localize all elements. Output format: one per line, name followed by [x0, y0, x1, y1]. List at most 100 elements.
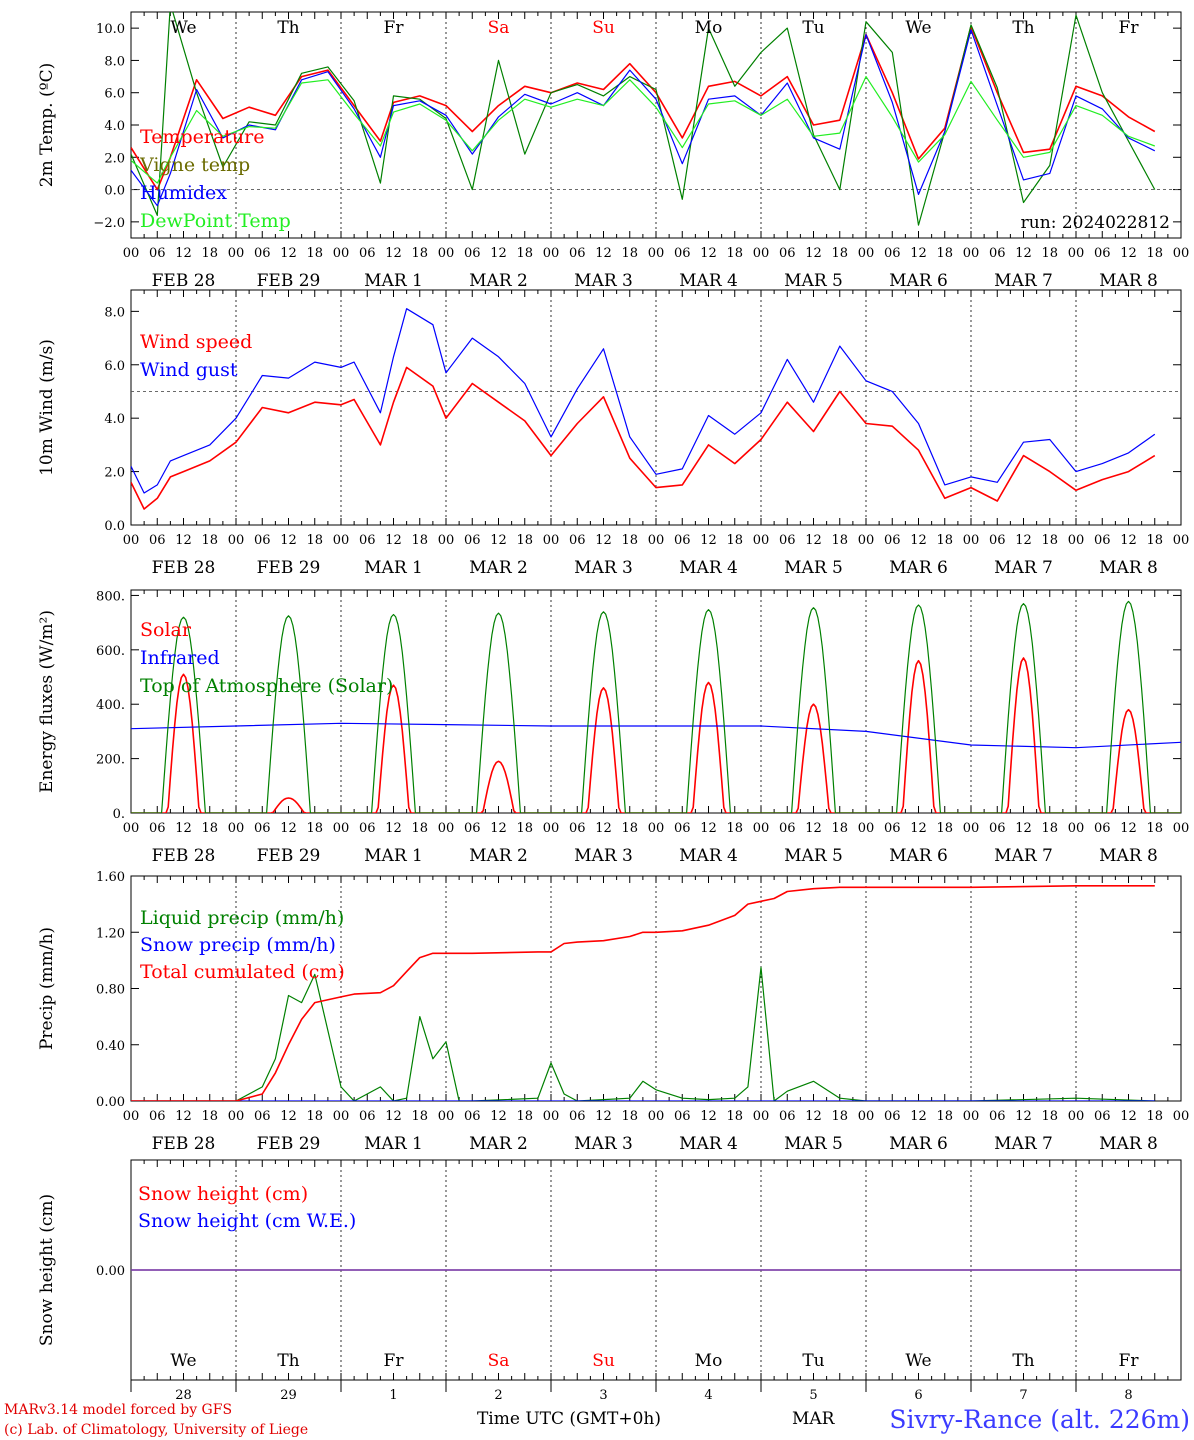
panel-2: 8.0 6.0 4.0 2.0 0.0 10m Wind (m/s) Wind speed W…	[37, 289, 1189, 578]
x-date-label: MAR 8	[1099, 846, 1158, 866]
x-hour-label: 00	[753, 246, 770, 261]
x-hour-label: 18	[726, 821, 743, 836]
x-date-label: MAR 2	[469, 271, 528, 291]
x-hour-label: 00	[543, 1109, 560, 1124]
legend-entry: Humidex	[140, 182, 227, 204]
x-hour-label: 12	[910, 246, 927, 261]
x-hour-label: 12	[385, 246, 402, 261]
y-tick-label: 1.20	[96, 926, 125, 941]
y-tick-label: 4.0	[104, 119, 125, 134]
x-hour-label: 18	[831, 821, 848, 836]
x-hour-label: 06	[779, 246, 796, 261]
x-hour-label: 00	[963, 1109, 980, 1124]
x-hour-label: 18	[411, 821, 428, 836]
day-number-label: 4	[704, 1388, 712, 1403]
x-date-label: MAR 4	[679, 558, 738, 578]
x-hour-label: 00	[543, 246, 560, 261]
x-hour-label: 12	[595, 821, 612, 836]
y-axis-label: 10m Wind (m/s)	[37, 339, 57, 476]
legend-entry: Solar	[140, 619, 192, 641]
x-hour-label: 12	[1120, 246, 1137, 261]
x-date-label: MAR 2	[469, 1134, 528, 1154]
x-hour-label: 12	[595, 1109, 612, 1124]
x-hour-label: 12	[280, 533, 297, 548]
x-hour-label: 18	[306, 246, 323, 261]
x-hour-label: 18	[621, 533, 638, 548]
day-number-label: 6	[914, 1388, 922, 1403]
x-hour-label: 12	[1015, 246, 1032, 261]
series-line-dewpoint-temp	[131, 76, 1156, 184]
x-hour-label: 00	[963, 533, 980, 548]
legend-entry: Temperature	[140, 126, 264, 148]
x-hour-label: 18	[1041, 1109, 1058, 1124]
day-name-top: Tu	[802, 18, 824, 38]
day-number-label: 28	[175, 1388, 192, 1403]
x-date-label: MAR 5	[784, 271, 843, 291]
x-hour-label: 00	[543, 533, 560, 548]
x-hour-label: 18	[1146, 1109, 1163, 1124]
x-date-label: MAR 1	[364, 558, 423, 578]
x-hour-label: 18	[621, 246, 638, 261]
legend-entry: Infrared	[140, 647, 220, 669]
day-name-bottom: Tu	[802, 1351, 824, 1371]
x-hour-label: 12	[595, 533, 612, 548]
x-date-label: MAR 3	[574, 558, 633, 578]
x-hour-label: 12	[700, 1109, 717, 1124]
y-tick-label: 0.0	[104, 184, 125, 199]
x-hour-label: 18	[516, 533, 533, 548]
x-date-label: MAR 7	[994, 558, 1053, 578]
x-hour-label: 00	[648, 821, 665, 836]
x-hour-label: 06	[1094, 821, 1111, 836]
x-date-label: FEB 29	[257, 271, 321, 291]
x-date-label: MAR 2	[469, 846, 528, 866]
x-hour-label: 12	[700, 246, 717, 261]
x-hour-label: 06	[359, 1109, 376, 1124]
x-hour-label: 12	[175, 821, 192, 836]
x-hour-label: 18	[936, 1109, 953, 1124]
x-hour-label: 12	[805, 533, 822, 548]
x-hour-label: 18	[1146, 533, 1163, 548]
x-hour-label: 18	[936, 246, 953, 261]
x-hour-label: 18	[1041, 533, 1058, 548]
x-hour-label: 06	[254, 1109, 271, 1124]
x-hour-label: 12	[280, 246, 297, 261]
x-date-label: MAR 8	[1099, 1134, 1158, 1154]
x-hour-label: 18	[726, 246, 743, 261]
legend-entry: Total cumulated (cm)	[140, 961, 345, 983]
x-hour-label: 00	[228, 246, 245, 261]
x-hour-label: 12	[280, 1109, 297, 1124]
x-hour-label: 00	[858, 821, 875, 836]
series-line-solar	[131, 657, 1181, 813]
x-hour-label: 00	[648, 246, 665, 261]
x-hour-label: 00	[438, 1109, 455, 1124]
month-label: MAR	[792, 1409, 836, 1429]
day-name-top: We	[905, 18, 931, 38]
x-hour-label: 12	[385, 821, 402, 836]
x-hour-label: 18	[516, 821, 533, 836]
day-name-top: Th	[1012, 18, 1034, 38]
x-date-label: MAR 4	[679, 1134, 738, 1154]
x-date-label: MAR 5	[784, 1134, 843, 1154]
day-name-bottom: Th	[277, 1351, 299, 1371]
series-group	[131, 308, 1156, 510]
y-tick-label: 0.	[113, 807, 125, 822]
x-hour-label: 06	[674, 533, 691, 548]
x-hour-label: 18	[201, 246, 218, 261]
y-axis-label: Snow height (cm)	[37, 1194, 57, 1346]
y-tick-label: 8.0	[104, 54, 125, 69]
series-line-wind-speed	[131, 366, 1156, 510]
x-hour-label: 00	[1068, 1109, 1085, 1124]
x-hour-label: 18	[1041, 246, 1058, 261]
x-hour-label: 12	[385, 1109, 402, 1124]
x-hour-label: 00	[1068, 821, 1085, 836]
series-line-liquid-precip-mm-h	[131, 966, 1155, 1101]
x-hour-label: 00	[438, 246, 455, 261]
copyright-credit: (c) Lab. of Climatology, University of L…	[4, 1422, 308, 1438]
x-hour-label: 18	[411, 246, 428, 261]
x-hour-label: 12	[805, 246, 822, 261]
day-name-top: Sa	[488, 18, 510, 38]
legend-entry: Vigne temp	[139, 154, 250, 176]
panel-1: 10.0 8.0 6.0 4.0 2.0 0.0 −2.0 2m Temp. (ºC) Temp…	[37, 11, 1189, 291]
x-date-label: MAR 2	[469, 558, 528, 578]
